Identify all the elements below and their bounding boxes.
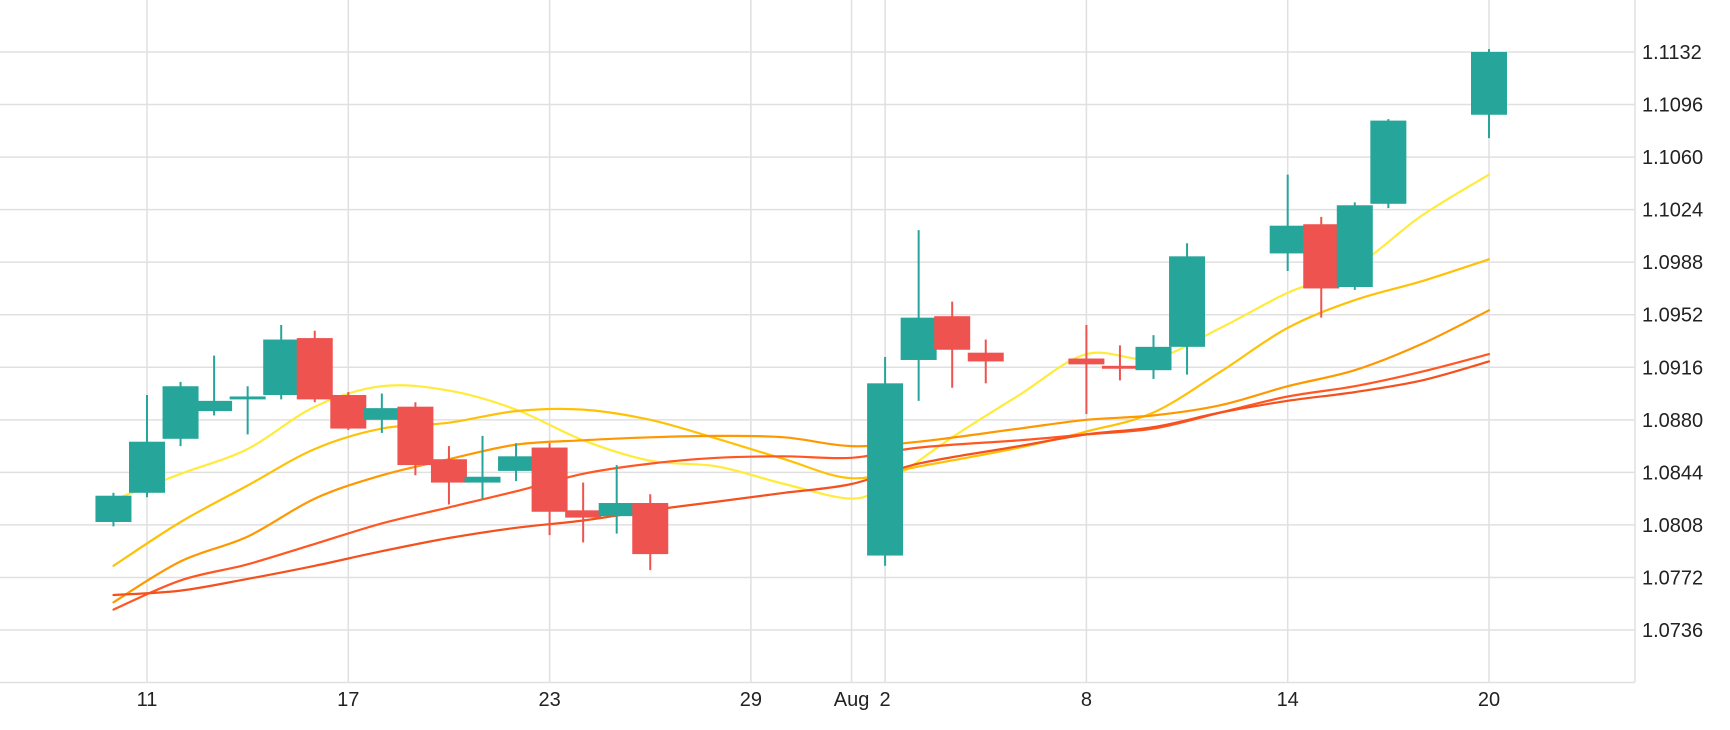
candle-up: [1269, 174, 1306, 271]
y-tick-label: 1.1060: [1642, 147, 1703, 169]
y-tick-label: 1.0880: [1642, 410, 1703, 432]
moving-average-line-5: [112, 360, 1491, 597]
candle-down: [1068, 324, 1105, 414]
candle-body: [229, 396, 266, 400]
x-tick-label: 11: [137, 689, 158, 711]
x-tick-label: 17: [337, 689, 359, 711]
y-tick-label: 1.0844: [1642, 462, 1703, 484]
x-tick-label: 2: [880, 689, 891, 711]
candle-down: [531, 443, 568, 536]
candle-up: [1471, 49, 1507, 139]
y-tick-label: 1.1132: [1642, 42, 1702, 64]
candle-up: [196, 355, 233, 416]
candle-layer: [95, 49, 1507, 571]
candle-body: [1471, 52, 1507, 115]
y-tick-label: 1.1096: [1642, 95, 1703, 117]
y-axis: 1.0736 1.0772 1.0808 1.0844 1.0880 1.0916 1.09…: [1642, 42, 1703, 642]
candle-down: [397, 402, 434, 476]
candle-body: [1336, 205, 1373, 287]
candle-up: [229, 386, 266, 435]
x-tick-label: 14: [1277, 689, 1299, 711]
candle-down: [967, 339, 1004, 384]
y-tick-label: 1.1024: [1642, 200, 1703, 222]
candle-body: [598, 503, 635, 517]
candle-up: [1169, 243, 1206, 375]
candle-body: [95, 495, 132, 522]
candle-body: [867, 383, 904, 556]
x-tick-label: 8: [1081, 689, 1092, 711]
y-tick-label: 1.0736: [1642, 620, 1703, 642]
candle-body: [330, 395, 367, 429]
x-tick-label: Aug: [834, 689, 870, 711]
candle-down: [632, 494, 669, 571]
candle-up: [1135, 335, 1172, 379]
candle-down: [330, 392, 367, 431]
moving-average-line-2: [112, 258, 1491, 567]
moving-average-line-3: [112, 309, 1491, 604]
candle-body: [1370, 120, 1407, 204]
candle-body: [934, 316, 971, 350]
x-tick-label: 23: [538, 689, 560, 711]
candle-down: [1101, 345, 1138, 381]
candle-body: [1135, 346, 1172, 371]
candle-body: [430, 459, 467, 483]
candle-body: [196, 400, 233, 412]
candle-up: [1370, 119, 1407, 209]
candle-up: [263, 324, 300, 400]
moving-average-line-1: [112, 173, 1491, 502]
candle-body: [632, 503, 669, 555]
candle-up: [867, 357, 904, 566]
candle-up: [498, 443, 535, 482]
candle-up: [363, 393, 400, 433]
candle-down: [934, 301, 971, 388]
candle-body: [1169, 256, 1206, 347]
candle-up: [162, 381, 199, 447]
y-tick-label: 1.0988: [1642, 252, 1703, 274]
y-tick-label: 1.0952: [1642, 305, 1703, 327]
candle-body: [565, 510, 602, 518]
x-tick-label: 29: [740, 689, 762, 711]
candle-body: [397, 406, 434, 466]
candle-up: [1336, 202, 1373, 290]
candle-body: [296, 338, 333, 400]
candle-body: [1068, 358, 1105, 365]
candle-body: [900, 317, 937, 360]
candle-body: [162, 386, 199, 439]
moving-average-layer: [112, 173, 1491, 611]
candle-up: [598, 465, 635, 534]
candle-down: [565, 482, 602, 543]
candle-up: [95, 492, 132, 527]
candle-body: [1269, 225, 1306, 254]
candle-up: [464, 435, 501, 499]
candle-body: [498, 456, 535, 471]
y-tick-label: 1.0916: [1642, 357, 1703, 379]
candle-down: [1303, 216, 1340, 318]
candle-down: [296, 330, 333, 403]
moving-average-line-4: [112, 353, 1491, 611]
candle-up: [900, 230, 937, 401]
candle-up: [129, 395, 165, 498]
x-tick-label: 20: [1478, 689, 1500, 711]
candle-body: [531, 447, 568, 512]
candle-body: [1101, 365, 1138, 369]
x-axis: 11 17 23 29 Aug 2 8 14 20: [137, 689, 1501, 711]
y-tick-label: 1.0772: [1642, 567, 1703, 589]
candle-body: [129, 441, 165, 493]
candle-body: [363, 408, 400, 420]
candle-body: [967, 352, 1004, 362]
candle-body: [1303, 224, 1340, 289]
y-tick-label: 1.0808: [1642, 515, 1703, 537]
candle-body: [464, 476, 501, 483]
candle-down: [430, 446, 467, 505]
candle-body: [263, 339, 300, 396]
